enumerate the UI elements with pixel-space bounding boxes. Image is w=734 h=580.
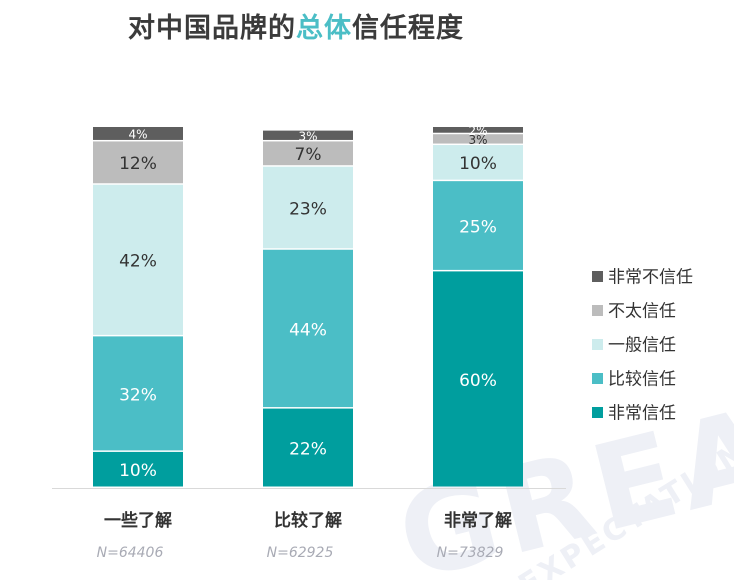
data-label-1-2: 23% [289, 199, 327, 219]
bar-segment-2-4 [433, 127, 523, 133]
data-label-1-1: 44% [289, 320, 327, 340]
legend-label-1: 不太信任 [608, 302, 676, 322]
bar-segment-2-2 [433, 145, 523, 180]
category-label-0: 一些了解 [104, 510, 172, 531]
data-label-2-4: 2% [468, 124, 487, 138]
legend-label-3: 比较信任 [608, 370, 676, 390]
legend-swatch-1 [592, 305, 603, 316]
bar-segment-2-0 [433, 271, 523, 487]
data-label-2-3: 3% [468, 133, 487, 147]
data-label-2-0: 60% [459, 371, 497, 391]
legend-swatch-3 [592, 373, 603, 384]
legend-swatch-2 [592, 339, 603, 350]
data-label-0-2: 42% [119, 252, 157, 272]
category-label-1: 比较了解 [274, 510, 342, 531]
data-label-0-1: 32% [119, 385, 157, 405]
data-label-0-4: 4% [128, 128, 147, 142]
chart-title: 对中国品牌的总体信任程度 [128, 6, 464, 45]
bar-segment-0-4 [93, 127, 183, 140]
legend-label-0: 非常不信任 [608, 268, 693, 288]
title-prefix: 对中国品牌的 [128, 13, 296, 44]
title-highlight: 总体 [296, 13, 352, 44]
data-label-2-2: 10% [459, 154, 497, 174]
data-label-0-3: 12% [119, 154, 157, 174]
category-label-2: 非常了解 [444, 510, 512, 531]
title-suffix: 信任程度 [352, 13, 464, 44]
bar-segment-2-1 [433, 181, 523, 270]
data-label-1-3: 7% [295, 145, 322, 165]
sample-size-1: N=62925 [267, 545, 334, 561]
bar-segment-0-3 [93, 141, 183, 184]
bar-segment-2-3 [433, 134, 523, 144]
bar-segment-0-0 [93, 451, 183, 487]
bar-segment-1-4 [263, 130, 353, 140]
bar-segment-1-0 [263, 408, 353, 487]
data-label-2-1: 25% [459, 217, 497, 237]
bar-segment-0-1 [93, 336, 183, 451]
bar-segment-0-2 [93, 184, 183, 335]
legend-label-4: 非常信任 [608, 404, 676, 424]
bar-segment-1-2 [263, 166, 353, 249]
sample-size-2: N=73829 [437, 545, 504, 561]
bar-segment-1-1 [263, 249, 353, 408]
bar-segment-1-3 [263, 141, 353, 166]
sample-size-0: N=64406 [97, 545, 164, 561]
data-label-1-0: 22% [289, 439, 327, 459]
data-label-0-0: 10% [119, 461, 157, 481]
legend-label-2: 一般信任 [608, 336, 676, 356]
legend-swatch-0 [592, 271, 603, 282]
legend-swatch-4 [592, 407, 603, 418]
data-label-1-4: 3% [298, 129, 317, 143]
